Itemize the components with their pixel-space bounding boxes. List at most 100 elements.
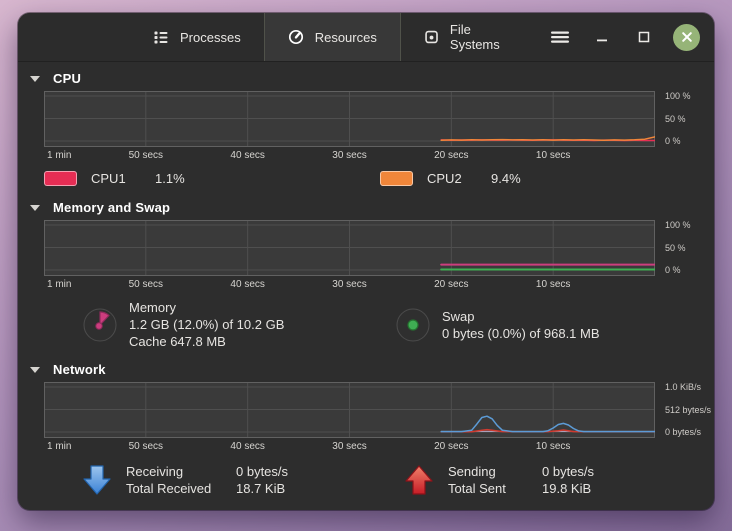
memory-section: Memory and Swap 100 % 50 % 0 % 1 min 50 sec…	[18, 191, 714, 350]
x-axis-label: 20 secs	[434, 441, 469, 452]
minimize-icon	[597, 39, 607, 42]
y-axis-label: 512 bytes/s	[665, 404, 712, 415]
tab-resources-label: Resources	[314, 29, 377, 45]
x-axis-label: 1 min	[47, 441, 72, 452]
maximize-button[interactable]	[627, 20, 661, 54]
total-sent-label: Total Sent	[448, 481, 506, 496]
memory-cache: Cache 647.8 MB	[129, 334, 226, 349]
total-received-label: Total Received	[126, 481, 212, 496]
cpu2-color-swatch	[380, 171, 413, 186]
x-axis-label: 50 secs	[128, 441, 164, 452]
memory-pie-gauge-icon	[83, 308, 117, 341]
network-history-chart: 1.0 KiB/s 512 bytes/s 0 bytes/s	[44, 382, 711, 438]
x-axis-label: 50 secs	[128, 150, 164, 161]
disk-icon	[425, 30, 438, 44]
x-axis-label: 40 secs	[230, 150, 265, 161]
hamburger-menu-icon	[551, 31, 569, 43]
swap-label: Swap	[442, 308, 475, 324]
sending-rate: 0 bytes/s	[542, 464, 595, 479]
memory-section-title: Memory and Swap	[53, 200, 171, 215]
network-section-header: Network	[18, 353, 714, 382]
x-axis-label: 30 secs	[332, 279, 367, 290]
y-axis-label: 100 %	[665, 91, 691, 101]
cpu-history-chart: 100 % 50 % 0 %	[44, 91, 691, 147]
y-axis-label: 50 %	[665, 113, 686, 124]
close-icon	[681, 32, 692, 42]
memory-usage: 1.2 GB (12.0%) of 10.2 GB	[129, 317, 285, 332]
sending-label: Sending	[448, 464, 496, 479]
chevron-down-icon[interactable]	[30, 204, 40, 211]
y-axis-label: 0 %	[665, 136, 681, 146]
network-section-title: Network	[53, 362, 106, 377]
x-axis-label: 40 secs	[230, 279, 265, 290]
sending-legend-item: Sending Total Sent 0 bytes/s 19.8 KiB	[404, 463, 594, 497]
y-axis-label: 0 %	[665, 265, 681, 275]
cpu-chart-y-axis: 100 % 50 % 0 %	[661, 91, 714, 147]
y-axis-label: 50 %	[665, 242, 686, 253]
memory-legend: Memory 1.2 GB (12.0%) of 10.2 GB Cache 6…	[82, 299, 714, 350]
memory-history-chart: 100 % 50 % 0 %	[44, 220, 691, 276]
tab-file-systems[interactable]: File Systems	[399, 13, 543, 61]
total-received-value: 18.7 KiB	[236, 481, 286, 496]
network-section: Network 1.0 KiB/s 512 bytes/s 0 bytes/s 1 …	[18, 353, 714, 497]
chevron-down-icon[interactable]	[30, 366, 40, 373]
receiving-legend-item: Receiving Total Received 0 bytes/s 18.7 …	[82, 463, 404, 497]
memory-chart-y-axis: 100 % 50 % 0 %	[661, 220, 714, 276]
cpu-legend: CPU1 1.1% CPU2 9.4%	[44, 171, 714, 186]
close-button[interactable]	[673, 23, 700, 51]
x-axis-label: 10 secs	[535, 150, 571, 161]
swap-usage: 0 bytes (0.0%) of 968.1 MB	[442, 325, 600, 341]
memory-legend-item: Memory 1.2 GB (12.0%) of 10.2 GB Cache 6…	[82, 299, 395, 350]
tab-file-systems-label: File Systems	[449, 22, 500, 52]
swap-legend-item: Swap 0 bytes (0.0%) of 968.1 MB	[395, 299, 600, 350]
cpu-chart-x-axis: 1 min 50 secs 40 secs 30 secs 20 secs 10 secs	[44, 150, 655, 163]
x-axis-label: 10 secs	[535, 441, 571, 452]
maximize-icon	[638, 31, 650, 43]
chevron-down-icon[interactable]	[30, 75, 40, 82]
memory-chart-x-axis: 1 min 50 secs 40 secs 30 secs 20 secs 10 secs	[44, 279, 655, 292]
view-switcher: Processes Resources File Systems	[130, 13, 543, 61]
x-axis-label: 1 min	[47, 150, 72, 161]
system-monitor-window: Processes Resources File Systems	[18, 13, 714, 510]
cpu2-value: 9.4%	[491, 171, 521, 186]
cpu-section-title: CPU	[53, 71, 82, 86]
receiving-label: Receiving	[126, 464, 184, 479]
cpu-section: CPU 100 % 50 % 0 % 1 min 50 secs 40 secs 30 s…	[18, 62, 714, 186]
y-axis-label: 100 %	[665, 220, 691, 230]
memory-section-header: Memory and Swap	[18, 191, 714, 220]
cpu1-label: CPU1	[91, 171, 126, 186]
header-bar: Processes Resources File Systems	[18, 13, 714, 62]
network-chart-y-axis: 1.0 KiB/s 512 bytes/s 0 bytes/s	[661, 382, 714, 438]
x-axis-label: 1 min	[47, 279, 72, 290]
hamburger-menu-button[interactable]	[543, 20, 577, 54]
y-axis-label: 0 bytes/s	[665, 427, 702, 437]
total-sent-value: 19.8 KiB	[542, 481, 592, 496]
receiving-rate: 0 bytes/s	[236, 464, 289, 479]
tab-processes-label: Processes	[180, 29, 241, 45]
x-axis-label: 30 secs	[332, 150, 367, 161]
network-legend: Receiving Total Received 0 bytes/s 18.7 …	[82, 463, 714, 497]
x-axis-label: 20 secs	[434, 279, 469, 290]
x-axis-label: 20 secs	[434, 150, 469, 161]
cpu2-legend-item[interactable]: CPU2 9.4%	[380, 171, 521, 186]
x-axis-label: 50 secs	[128, 279, 164, 290]
download-arrow-icon	[83, 465, 111, 495]
speedometer-icon	[288, 29, 303, 45]
tab-processes[interactable]: Processes	[130, 13, 264, 61]
x-axis-label: 10 secs	[535, 279, 571, 290]
cpu1-color-swatch	[44, 171, 77, 186]
network-chart-x-axis: 1 min 50 secs 40 secs 30 secs 20 secs 10 secs	[44, 441, 655, 454]
tab-resources[interactable]: Resources	[263, 13, 400, 61]
cpu1-value: 1.1%	[155, 171, 185, 186]
y-axis-label: 1.0 KiB/s	[665, 382, 702, 392]
x-axis-label: 40 secs	[230, 441, 265, 452]
memory-label: Memory	[129, 300, 176, 315]
window-controls	[543, 13, 714, 61]
x-axis-label: 30 secs	[332, 441, 367, 452]
swap-pie-gauge-icon	[396, 308, 430, 341]
cpu1-legend-item[interactable]: CPU1 1.1%	[44, 171, 380, 186]
upload-arrow-icon	[405, 465, 433, 495]
minimize-button[interactable]	[585, 20, 619, 54]
cpu-section-header: CPU	[18, 62, 714, 91]
cpu2-label: CPU2	[427, 171, 462, 186]
